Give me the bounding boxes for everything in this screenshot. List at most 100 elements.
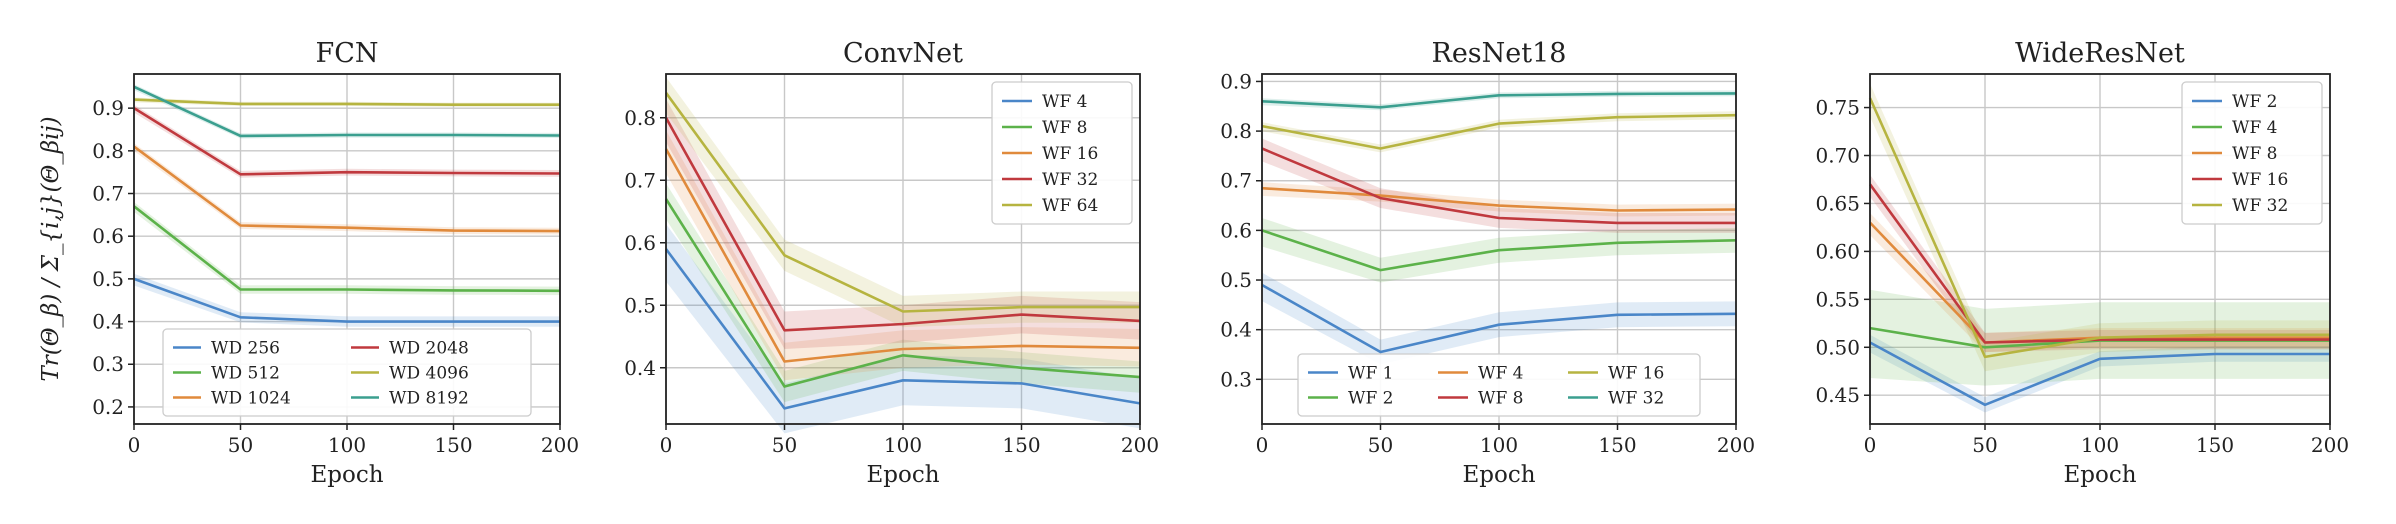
legend-item: WF 16 [2192, 170, 2288, 190]
confidence-band-wf-4 [1262, 182, 1736, 217]
y-tick-label: 0.5 [624, 293, 656, 317]
y-tick-label: 0.5 [1220, 268, 1252, 292]
panel-wideresnet: 0 50 100 150 200 0.45 0.50 0.55 0.60 0.65 0.70 0.75… [1815, 38, 2349, 488]
x-tick-label: 150 [1598, 433, 1636, 457]
x-tick-label: 150 [434, 433, 472, 457]
series-line-wf-2 [1261, 229, 1737, 272]
y-tick-label: 0.4 [624, 356, 656, 380]
x-tick-label: 0 [128, 433, 141, 457]
legend-item: WD 1024 [173, 389, 291, 409]
series-line-wd-1024 [133, 145, 561, 233]
series-line-wf-8 [1261, 147, 1736, 225]
series-line-wd-8192 [133, 85, 561, 138]
series-line-wf-4 [664, 248, 1141, 410]
x-tick-label: 0 [660, 433, 673, 457]
legend-label: WF 8 [1478, 389, 1524, 409]
confidence-band-wf-16 [666, 130, 1140, 381]
legend-label: WD 1024 [211, 389, 291, 409]
x-axis-label: Epoch [1462, 462, 1535, 488]
legend-label: WD 256 [211, 339, 280, 359]
y-tick-label: 0.65 [1815, 191, 1860, 215]
series-line-wd-4096 [133, 98, 560, 106]
legend-label: WD 8192 [389, 389, 469, 409]
legend-item: WF 4 [1438, 364, 1524, 384]
y-tick-label: 0.60 [1815, 239, 1860, 263]
legend-label: WD 2048 [389, 339, 469, 359]
series-line-wf-1 [1261, 283, 1737, 354]
y-tick-label: 0.7 [624, 168, 656, 192]
legend-item: WF 8 [1002, 118, 1088, 138]
legend: WF 1 WF 2 WF 4 WF 8 WF 16 WF 32 [1297, 353, 1701, 417]
y-tick-label: 0.75 [1815, 96, 1860, 120]
panel-title: ResNet18 [1432, 38, 1567, 69]
legend-item: WF 32 [1002, 170, 1098, 190]
legend-item: WF 4 [1002, 92, 1088, 112]
legend-label: WF 1 [1348, 364, 1394, 384]
y-tick-label: 0.7 [1220, 169, 1252, 193]
panel-title: ConvNet [843, 38, 963, 69]
legend-box [2181, 81, 2323, 225]
y-tick-label: 0.8 [92, 139, 124, 163]
legend-label: WF 2 [1348, 389, 1394, 409]
x-tick-label: 50 [772, 433, 797, 457]
x-tick-label: 100 [2081, 433, 2119, 457]
x-tick-label: 100 [328, 433, 366, 457]
y-tick-label: 0.6 [1220, 218, 1252, 242]
x-tick-label: 200 [2311, 433, 2349, 457]
x-tick-label: 200 [1717, 433, 1755, 457]
legend-item: WF 4 [2192, 118, 2278, 138]
legend-label: WF 64 [1042, 196, 1098, 216]
panel-title: WideResNet [2015, 38, 2185, 69]
confidence-band-wf-4 [666, 224, 1140, 434]
confidence-band-wf-32 [1870, 83, 2330, 372]
legend-label: WF 2 [2232, 92, 2278, 112]
y-tick-label: 0.9 [1220, 69, 1252, 93]
legend-label: WF 16 [1608, 364, 1664, 384]
x-tick-label: 0 [1864, 433, 1877, 457]
confidence-band-wd-2048 [134, 104, 560, 178]
series-line-wf-2 [1869, 341, 2330, 407]
y-tick-label: 0.6 [624, 231, 656, 255]
legend-label: WD 4096 [389, 364, 469, 384]
series-line-wf-32 [1261, 92, 1737, 109]
x-tick-label: 200 [1121, 433, 1159, 457]
y-tick-label: 0.4 [1220, 318, 1252, 342]
legend-item: WF 8 [1438, 389, 1524, 409]
legend-item: WF 64 [1002, 196, 1098, 216]
legend-item: WD 256 [173, 339, 280, 359]
x-tick-label: 50 [1972, 433, 1997, 457]
legend-label: WF 16 [1042, 144, 1098, 164]
panel-resnet18: 0 50 100 150 200 0.3 0.4 0.5 0.6 0.7 0.8 0.9 ResNet1… [1220, 38, 1755, 488]
series-line-wf-64 [664, 92, 1140, 313]
confidence-band-wd-256 [134, 273, 560, 327]
series-line-wd-2048 [133, 106, 561, 176]
legend-item: WD 4096 [351, 364, 469, 384]
legend-item: WD 8192 [351, 389, 469, 409]
legend-box [162, 328, 532, 417]
legend-item: WF 8 [2192, 144, 2278, 164]
panel-fcn: 0 50 100 150 200 0.2 0.3 0.4 0.5 0.6 0.7 0.8 0.9 FCN E… [92, 38, 579, 488]
confidence-band-wd-8192 [134, 84, 560, 139]
y-tick-label: 0.50 [1815, 335, 1860, 359]
series-line-wd-256 [133, 277, 560, 323]
series-line-wf-16 [664, 148, 1141, 363]
legend-label: WD 512 [211, 364, 280, 384]
legend-label: WF 8 [1042, 118, 1088, 138]
series-line-wf-16 [1261, 113, 1737, 150]
confidence-band-wf-32 [1262, 90, 1736, 111]
legend-item: WF 32 [1568, 389, 1664, 409]
y-tick-label: 0.45 [1815, 383, 1860, 407]
legend-box [991, 81, 1133, 225]
y-tick-label: 0.7 [92, 182, 124, 206]
x-tick-label: 150 [2196, 433, 2234, 457]
legend-label: WF 16 [2232, 170, 2288, 190]
legend-item: WF 32 [2192, 196, 2288, 216]
confidence-band-wf-1 [1262, 272, 1736, 365]
x-tick-label: 50 [1368, 433, 1393, 457]
y-tick-label: 0.70 [1815, 144, 1860, 168]
y-tick-label: 0.3 [92, 352, 124, 376]
x-tick-label: 100 [884, 433, 922, 457]
legend-label: WF 32 [1608, 389, 1664, 409]
legend-label: WF 32 [2232, 196, 2288, 216]
